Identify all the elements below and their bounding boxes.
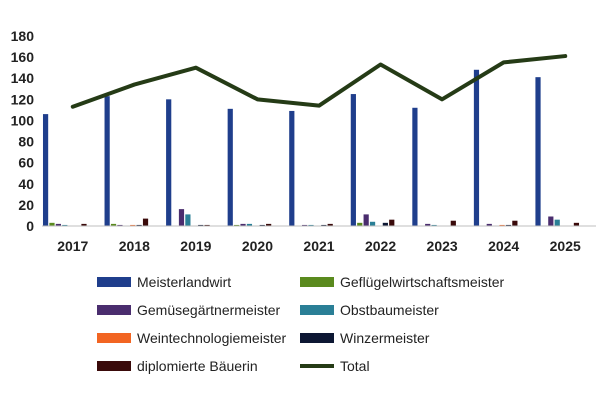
x-tick-label: 2022 (365, 238, 396, 254)
legend-label: Obstbaumeister (340, 302, 439, 318)
bar (246, 223, 253, 226)
bar (321, 224, 327, 226)
bar (130, 224, 136, 226)
bar (136, 224, 142, 226)
bar (204, 224, 210, 226)
legend-label: diplomierte Bäuerin (137, 358, 258, 374)
x-tick-label: 2019 (180, 238, 211, 254)
bar (166, 99, 172, 226)
legend-swatch (300, 305, 334, 315)
bar (178, 209, 185, 226)
y-tick-label: 120 (11, 91, 35, 107)
bars (42, 69, 580, 226)
bar (42, 114, 49, 226)
bar (259, 224, 265, 226)
bar (363, 214, 369, 226)
bar (369, 221, 376, 226)
y-tick-label: 100 (11, 112, 35, 128)
bar (266, 223, 272, 226)
bar (425, 223, 431, 226)
y-tick-label: 0 (26, 218, 34, 234)
x-tick-label: 2024 (488, 238, 519, 254)
legend-swatch (97, 305, 131, 315)
total-line-layer (70, 54, 568, 109)
legend-swatch (97, 361, 131, 371)
bar (389, 219, 395, 226)
y-tick-label: 160 (11, 49, 35, 65)
bar (382, 222, 388, 226)
bar (473, 69, 480, 226)
bar (308, 224, 314, 226)
bar (62, 224, 68, 226)
bar (289, 110, 295, 226)
legend-label: Meisterlandwirt (137, 274, 231, 290)
bar (412, 107, 418, 226)
bar (350, 94, 356, 226)
bar (512, 220, 518, 226)
y-axis-tick-labels: 0 20 40 60 80 100 120 140 160 180 (11, 28, 35, 234)
bar (431, 224, 437, 226)
x-tick-label: 2025 (550, 238, 581, 254)
x-tick-label: 2021 (303, 238, 334, 254)
bar (302, 224, 308, 226)
legend-label: Weintechnologiemeister (137, 330, 286, 346)
y-tick-label: 140 (11, 70, 35, 86)
total-line (70, 54, 568, 109)
legend-label: Winzermeister (340, 330, 430, 346)
bar (185, 214, 191, 226)
y-tick-label: 60 (18, 155, 34, 171)
legend-swatch (300, 277, 334, 287)
bar (81, 223, 87, 226)
bar (227, 108, 233, 226)
bar (55, 223, 61, 226)
bar (450, 220, 456, 226)
bar (142, 218, 149, 226)
x-tick-label: 2023 (427, 238, 458, 254)
legend-swatch (97, 277, 131, 287)
bar (240, 223, 246, 226)
legend-swatch (300, 333, 334, 343)
bar (234, 224, 240, 226)
x-axis-tick-labels: 2017 2018 2019 2020 2021 2022 2023 2024 2025 (57, 238, 581, 254)
y-tick-label: 80 (18, 134, 34, 150)
bar (198, 224, 204, 226)
bar (505, 224, 512, 226)
bar (117, 224, 123, 226)
y-tick-label: 40 (18, 176, 34, 192)
bar (548, 216, 554, 226)
bar (499, 224, 505, 226)
legend-label: Geflügelwirtschaftsmeister (340, 274, 505, 290)
y-tick-label: 20 (18, 197, 34, 213)
bar (49, 222, 55, 226)
bar (573, 222, 580, 226)
bar (357, 222, 363, 226)
legend: Meisterlandwirt Geflügelwirtschaftsmeiste… (97, 274, 505, 374)
bar (110, 223, 117, 226)
bar (486, 223, 492, 226)
bar (535, 77, 541, 226)
y-tick-label: 180 (11, 28, 35, 44)
legend-label: Gemüsegärtnermeister (137, 302, 281, 318)
legend-swatch (97, 333, 131, 343)
bar (554, 219, 560, 226)
x-tick-label: 2018 (119, 238, 150, 254)
bar (104, 96, 110, 226)
legend-label: Total (340, 358, 370, 374)
bar (327, 223, 333, 226)
x-tick-label: 2017 (57, 238, 88, 254)
x-tick-label: 2020 (242, 238, 273, 254)
